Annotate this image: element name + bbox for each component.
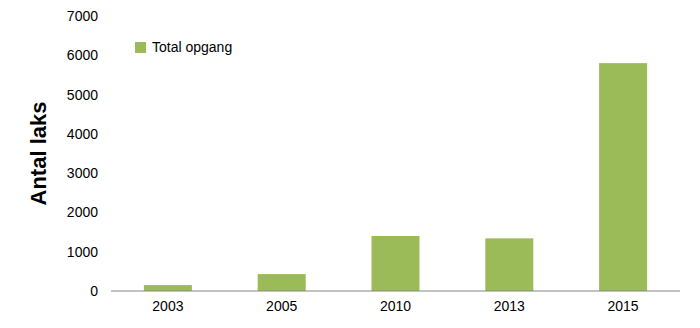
y-tick-label: 7000: [67, 8, 98, 24]
y-tick-label: 4000: [67, 126, 98, 142]
x-axis-line: [111, 291, 680, 292]
y-tick-label: 5000: [67, 87, 98, 103]
y-tick: [107, 94, 111, 95]
legend-swatch: [135, 42, 146, 53]
x-tick-label: 2015: [608, 298, 639, 314]
bar: [372, 236, 420, 291]
legend-label: Total opgang: [152, 39, 232, 55]
y-tick: [107, 212, 111, 213]
chart-container: 0 1000 2000 3000 4000 5000 6000 7000 Antal laks 2…: [0, 0, 700, 328]
x-tick-label: 2010: [380, 298, 411, 314]
y-tick-label: 2000: [67, 204, 98, 220]
y-axis-label: Antal laks: [26, 102, 51, 206]
y-tick-label: 3000: [67, 165, 98, 181]
x-tick-label: 2005: [266, 298, 297, 314]
bar: [144, 285, 192, 291]
bars: [144, 63, 647, 291]
bar: [485, 238, 533, 291]
y-tick: [107, 16, 111, 17]
y-tick: [107, 133, 111, 134]
y-tick-label: 6000: [67, 47, 98, 63]
y-tick-label: 0: [90, 283, 98, 299]
y-tick: [107, 251, 111, 252]
chart-svg: 0 1000 2000 3000 4000 5000 6000 7000 Antal laks 2…: [0, 0, 700, 328]
x-tick-label: 2003: [152, 298, 183, 314]
y-tick-label: 1000: [67, 244, 98, 260]
bar: [599, 63, 647, 291]
y-tick: [107, 55, 111, 56]
bar: [258, 274, 306, 291]
y-tick: [107, 291, 111, 292]
y-tick: [107, 173, 111, 174]
x-tick-label: 2013: [494, 298, 525, 314]
